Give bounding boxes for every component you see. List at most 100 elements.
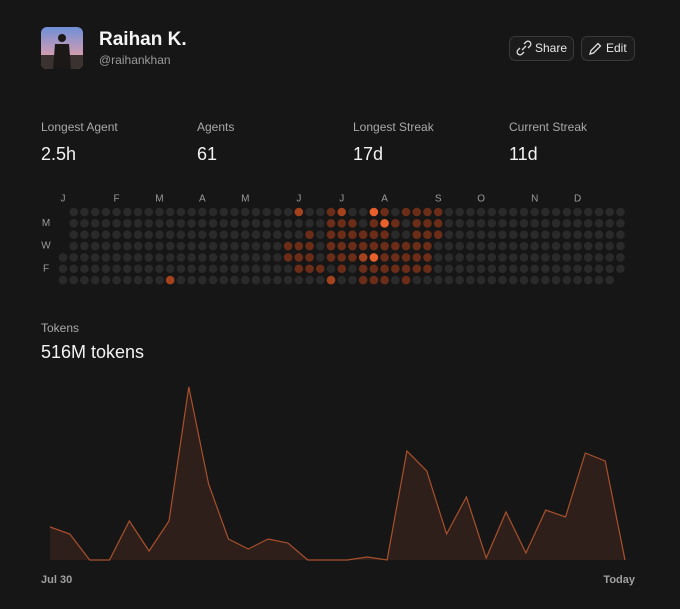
day-cell [337,219,347,228]
stat-value: 2.5h [41,144,76,164]
x-label: Today [603,574,635,586]
day-cell [315,207,325,217]
day-cell [498,219,507,228]
day-cell [433,207,443,217]
day-cell [541,230,550,239]
day-cell [530,253,539,262]
day-cell [423,253,432,262]
day-cell [423,207,432,217]
day-cell [155,219,164,228]
day-cell [573,253,582,262]
month-label: F [114,194,120,205]
day-cell [294,241,304,251]
day-cell [519,230,529,239]
day-cell [112,264,121,274]
day-cell [58,253,68,262]
day-cell [326,219,336,228]
day-cell [69,275,79,285]
day-cell [208,230,218,239]
day-cell [337,264,347,274]
day-cell [508,275,518,285]
day-cell [530,241,539,251]
day-cell [337,230,347,239]
edit-button[interactable]: Edit [581,36,635,61]
day-cell [508,241,518,251]
day-cell [498,253,507,262]
day-cell [101,219,111,228]
day-cell [123,264,132,274]
day-cell [605,241,615,251]
day-cell [123,275,132,285]
day-cell [315,275,325,285]
day-cell [294,207,304,217]
day-cell [562,253,572,262]
day-cell [551,207,561,217]
day-cell [305,253,314,262]
day-cell [294,264,304,274]
day-cell [133,207,143,217]
day-cell [90,253,100,262]
day-cell [380,275,389,285]
day-cell [551,253,561,262]
day-cell [573,207,582,217]
day-cell [541,241,550,251]
day-cell [508,230,518,239]
day-cell [412,219,422,228]
day-cell [123,253,132,262]
day-cell [583,207,593,217]
day-cell [198,275,207,285]
day-cell [391,241,400,251]
day-cell [380,230,389,239]
day-cell [230,275,239,285]
share-button[interactable]: Share [509,36,574,61]
day-cell [401,230,411,239]
day-cell [144,264,154,274]
day-cell [369,241,379,251]
day-cell [466,230,475,239]
day-cell [198,253,207,262]
day-cell [594,264,604,274]
day-cell [573,275,582,285]
day-cell [498,207,507,217]
day-cell [476,253,486,262]
day-cell [455,275,464,285]
day-cell [144,207,154,217]
area-line [49,386,626,561]
day-cell [69,241,79,251]
day-cell [240,264,250,274]
day-cell [283,207,293,217]
day-cell [562,207,572,217]
day-cell [155,241,164,251]
day-cell [273,207,282,217]
day-cell [273,275,282,285]
day-cell [240,230,250,239]
day-cell [219,275,229,285]
day-cell [466,275,475,285]
day-cell [133,253,143,262]
day-label: F [43,263,49,274]
month-label: S [435,194,442,205]
day-cell [455,264,464,274]
day-cell [123,207,132,217]
day-cell [348,264,357,274]
day-cell [198,230,207,239]
day-cell [369,230,379,239]
day-cell [262,241,271,251]
day-cell [262,253,271,262]
day-cell [348,219,357,228]
stat-label: Agents [197,120,234,134]
day-cell [583,219,593,228]
month-label: M [155,194,163,205]
day-cell [283,230,293,239]
day-cell [101,264,111,274]
day-cell [444,253,454,262]
day-cell [466,241,475,251]
day-cell [230,253,239,262]
day-cell [283,264,293,274]
day-cell [283,275,293,285]
day-cell [101,275,111,285]
day-cell [519,241,529,251]
day-cell [433,275,443,285]
day-cell [358,207,368,217]
